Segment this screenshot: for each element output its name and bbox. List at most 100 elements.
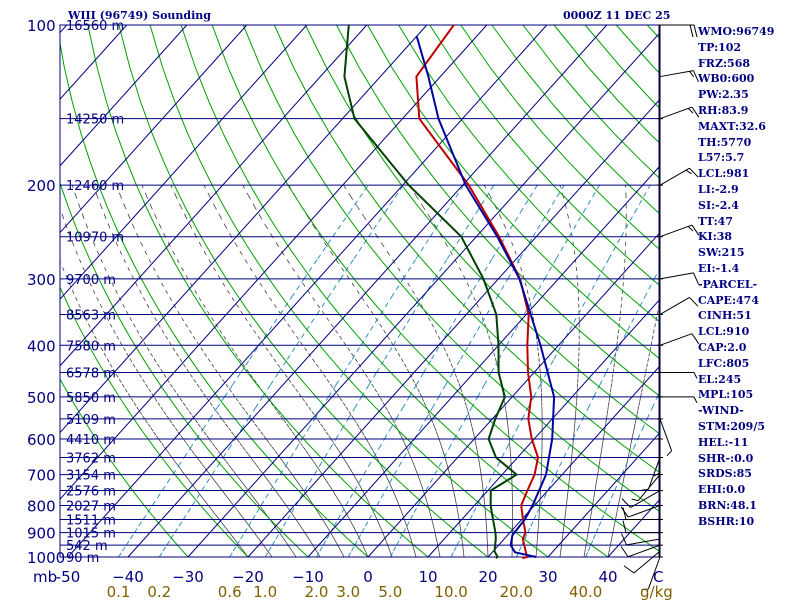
moist-adiabat	[214, 513, 218, 517]
moist-adiabat	[330, 438, 334, 444]
mixing-ratio-line	[326, 532, 331, 540]
moist-adiabat	[225, 339, 231, 346]
moist-adiabat	[172, 387, 177, 393]
moist-adiabat	[351, 471, 354, 475]
wind-barb	[659, 272, 694, 280]
dry-adiabat	[414, 446, 424, 455]
dry-adiabat	[190, 493, 196, 500]
mixing-ratio-line	[490, 359, 500, 373]
moist-adiabat	[368, 442, 371, 447]
dry-adiabat	[375, 510, 383, 518]
mixing-ratio-line	[443, 448, 450, 458]
moist-adiabat	[389, 339, 394, 346]
moist-adiabat	[134, 367, 139, 373]
dry-adiabat	[430, 460, 439, 469]
dry-adiabat	[539, 293, 555, 309]
moist-adiabat	[154, 270, 160, 280]
mixing-ratio-line	[429, 474, 436, 483]
mixing-ratio-line	[389, 550, 394, 558]
dry-adiabat	[648, 387, 660, 396]
moist-adiabat	[406, 527, 409, 531]
mixing-ratio-line	[380, 490, 386, 499]
moist-adiabat	[304, 401, 309, 407]
mixing-ratio-line	[469, 512, 475, 520]
dry-adiabat	[223, 467, 230, 475]
moist-adiabat	[223, 524, 226, 528]
moist-adiabat	[195, 339, 200, 346]
mixing-ratio-line	[446, 236, 462, 259]
pressure-tick-label: 900	[27, 525, 56, 543]
dry-adiabat	[391, 474, 400, 482]
dry-adiabat	[202, 377, 211, 388]
mixing-ratio-line	[406, 519, 411, 527]
moist-adiabat	[347, 410, 352, 415]
moist-adiabat	[174, 426, 178, 432]
isotherm-line	[307, 166, 660, 558]
moist-adiabat	[183, 270, 189, 280]
mixing-ratio-line	[453, 544, 458, 552]
mixing-ratio-line	[582, 184, 600, 213]
dry-adiabat	[434, 320, 447, 334]
dry-adiabat	[208, 102, 224, 134]
parcel-profile-line	[415, 36, 556, 558]
dry-adiabat	[545, 510, 554, 518]
moist-adiabat	[114, 372, 119, 378]
moist-adiabat	[429, 414, 432, 420]
moist-adiabat	[423, 206, 431, 218]
moist-adiabat	[307, 405, 312, 411]
mixing-ratio-line	[178, 519, 184, 527]
moist-adiabat	[159, 405, 164, 411]
moist-adiabat	[349, 350, 355, 357]
moist-adiabat	[478, 460, 480, 465]
moist-adiabat	[233, 350, 239, 357]
dry-adiabat	[283, 474, 290, 482]
dry-adiabat	[457, 160, 478, 186]
mixing-ratio-line	[376, 359, 386, 373]
dry-adiabat	[463, 396, 474, 407]
dry-adiabat	[424, 262, 440, 280]
moist-adiabat	[282, 537, 286, 541]
wind-barb	[633, 550, 661, 574]
moist-adiabat	[377, 320, 383, 328]
wind-barb	[626, 538, 661, 546]
moist-adiabat	[251, 270, 258, 280]
wind-barb	[659, 418, 673, 451]
moist-adiabat	[435, 535, 437, 538]
moist-adiabat	[137, 286, 142, 294]
moist-adiabat	[364, 217, 372, 228]
moist-adiabat	[446, 245, 453, 255]
moist-adiabat	[241, 361, 246, 368]
moist-adiabat	[284, 540, 287, 543]
moist-adiabat	[401, 513, 404, 517]
moist-adiabat	[299, 524, 302, 528]
moist-adiabat	[231, 236, 238, 246]
mixing-ratio-line	[653, 269, 660, 280]
temp-tick-label: 10	[418, 568, 437, 586]
dry-adiabat	[405, 537, 412, 544]
moist-adiabat	[207, 471, 211, 475]
dry-adiabat	[258, 387, 268, 398]
dry-adiabat	[310, 446, 318, 455]
mixing-ratio-tick-label: 2.0	[305, 583, 329, 600]
moist-adiabat	[475, 442, 477, 447]
moist-adiabat	[437, 434, 440, 440]
moist-adiabat	[162, 410, 167, 415]
mixing-ratio-line	[483, 372, 492, 386]
isotherm-line	[607, 499, 660, 558]
moist-adiabat	[246, 262, 253, 272]
moist-adiabat	[599, 457, 601, 462]
dry-adiabat	[266, 396, 275, 407]
moist-adiabat	[220, 377, 226, 383]
dry-adiabat	[307, 387, 317, 398]
moist-adiabat	[605, 418, 607, 424]
mixing-ratio-line	[641, 418, 648, 430]
moist-adiabat	[392, 490, 395, 494]
dry-adiabat	[245, 493, 252, 500]
moist-adiabat	[174, 254, 180, 264]
moist-adiabat	[454, 372, 458, 378]
index-item: FRZ:568	[698, 56, 751, 70]
moist-adiabat	[182, 438, 187, 444]
moist-adiabat	[252, 496, 256, 500]
wind-barb-flag	[620, 546, 629, 558]
